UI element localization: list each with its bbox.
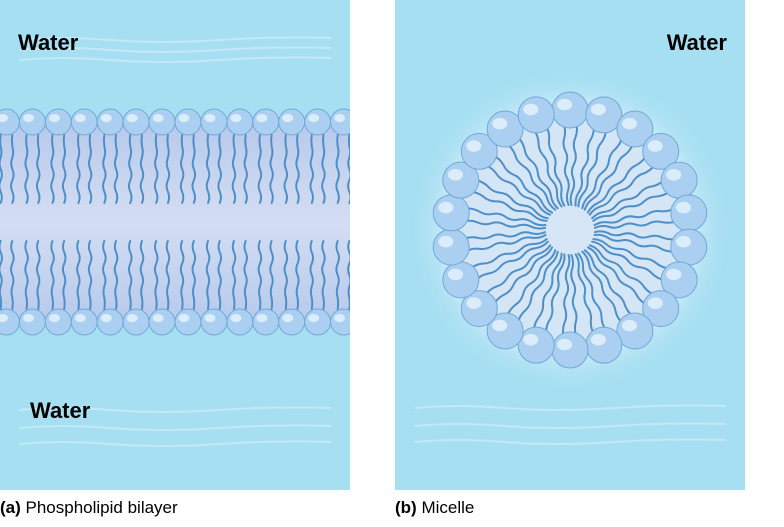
panel-b: Water — [395, 0, 745, 490]
caption-a-text: Phospholipid bilayer — [26, 498, 178, 517]
panel-a-wrap: Water Water (a) Phospholipid bilayer — [0, 0, 350, 518]
panel-b-wrap: Water (b) Micelle — [395, 0, 745, 518]
caption-a-tag: (a) — [0, 498, 21, 517]
caption-a: (a) Phospholipid bilayer — [0, 498, 350, 518]
caption-b: (b) Micelle — [395, 498, 745, 518]
panel-a: Water Water — [0, 0, 350, 490]
water-label-a-bottom: Water — [30, 398, 90, 424]
caption-b-text: Micelle — [421, 498, 474, 517]
water-label-b: Water — [667, 30, 727, 56]
caption-b-tag: (b) — [395, 498, 417, 517]
water-label-a-top: Water — [18, 30, 78, 56]
